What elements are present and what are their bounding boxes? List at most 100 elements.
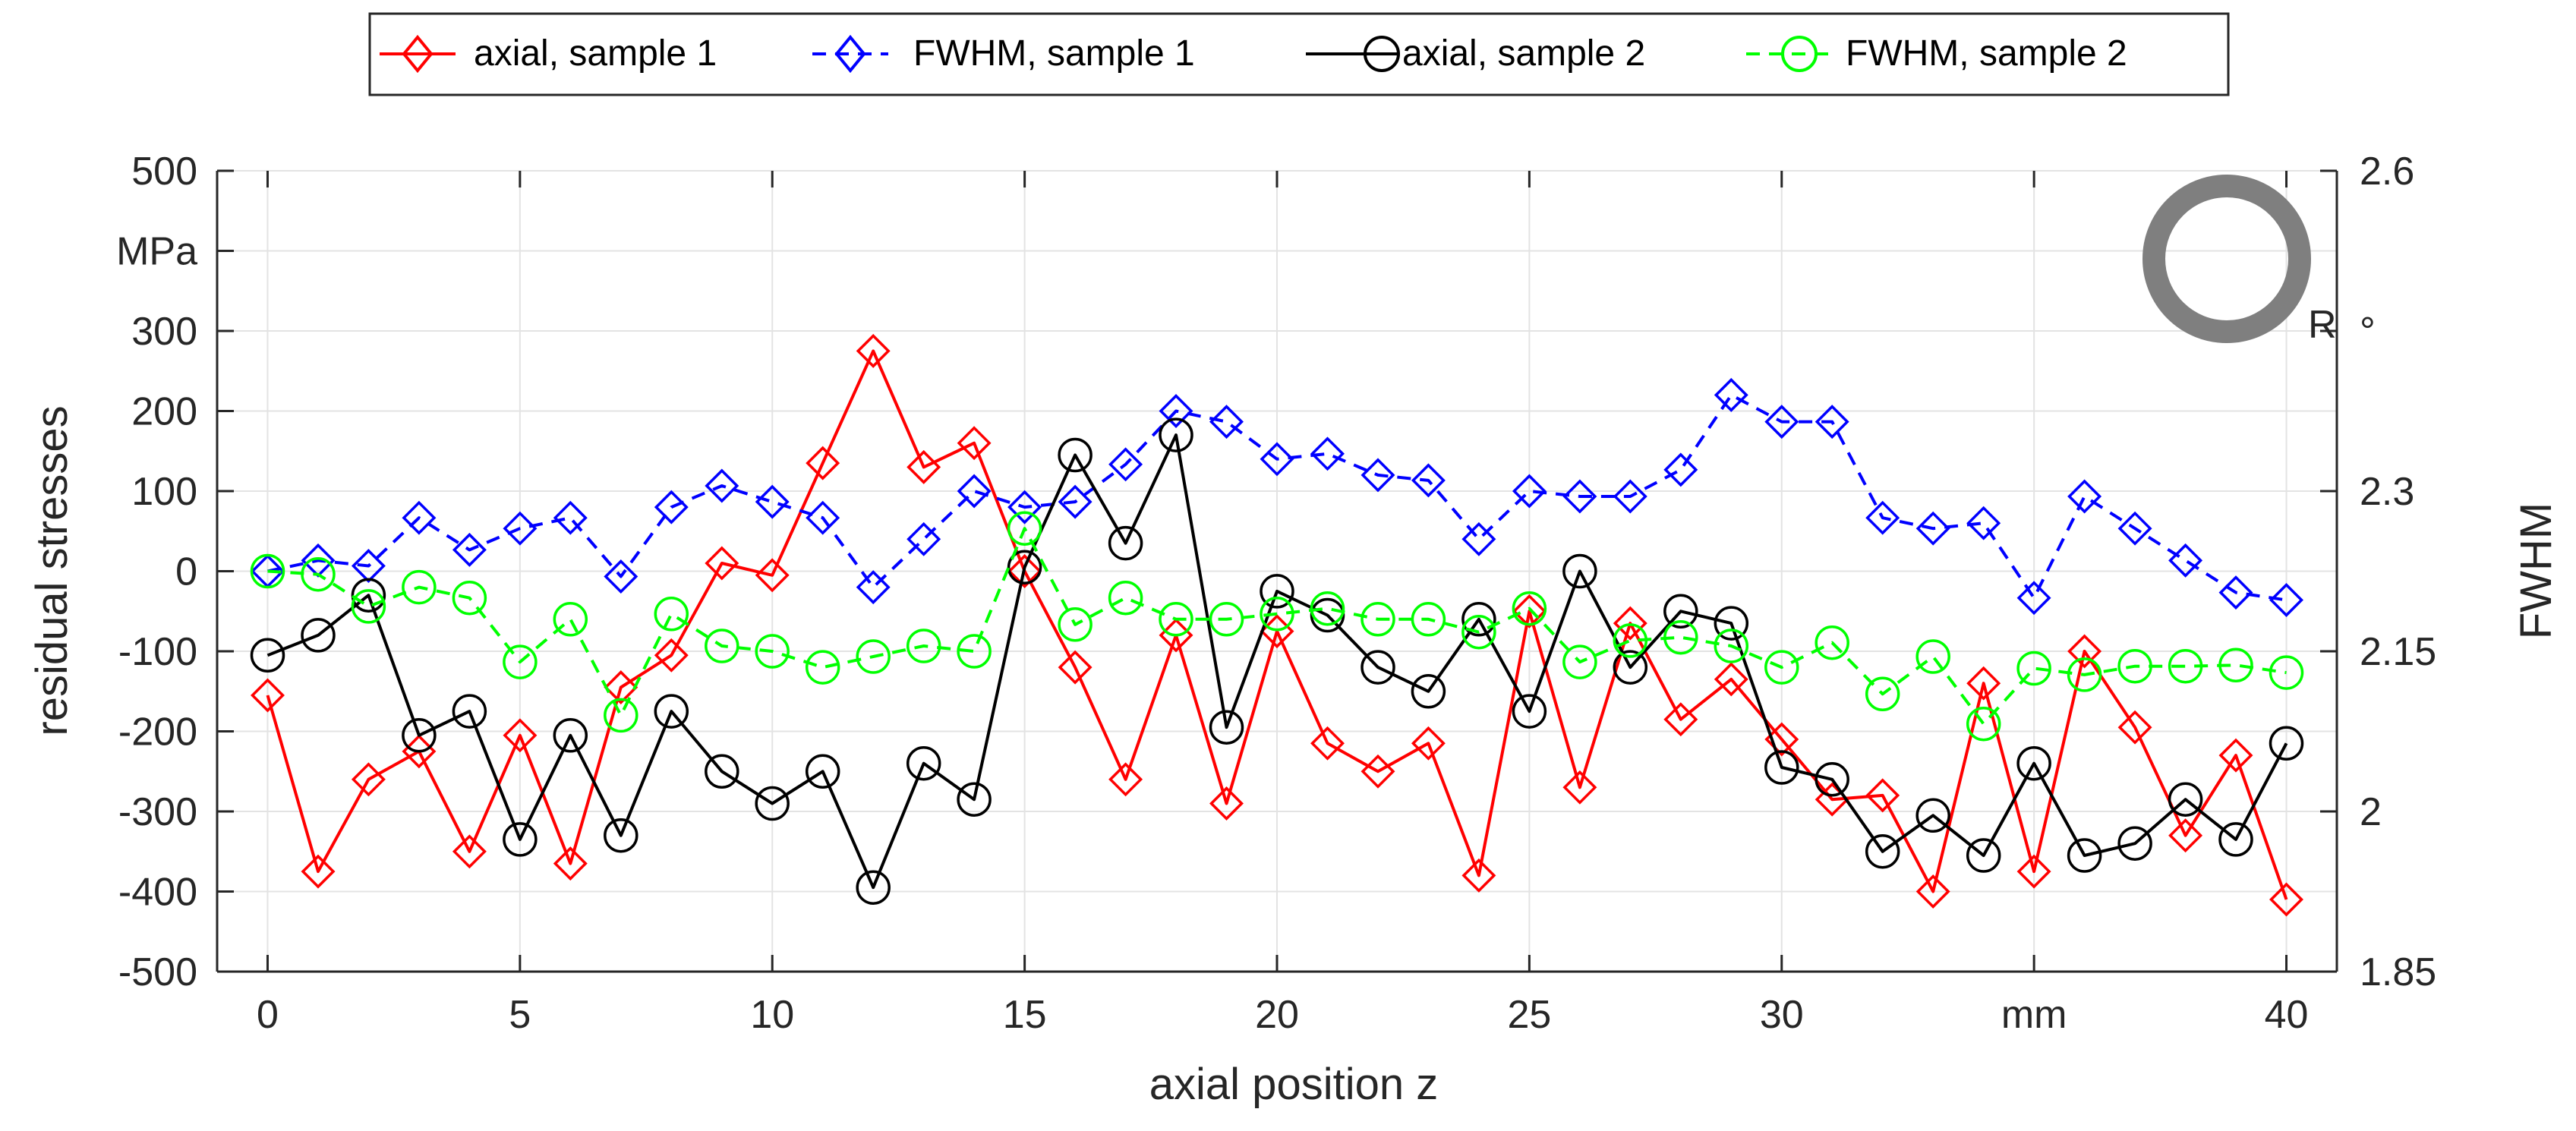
data-point-axial-sample-1 xyxy=(604,670,638,704)
data-point-axial-sample-1 xyxy=(553,846,588,881)
y2-tick-label: 1.85 xyxy=(2360,950,2436,994)
data-point-axial-sample-2 xyxy=(553,718,588,753)
data-point-fwhm-sample-2 xyxy=(1764,650,1799,685)
data-point-fwhm-sample-1 xyxy=(1209,405,1244,439)
data-point-axial-sample-1 xyxy=(2067,634,2102,669)
data-point-axial-sample-2 xyxy=(805,754,840,789)
series-layer xyxy=(250,333,2304,917)
data-point-axial-sample-2 xyxy=(1461,602,1496,637)
data-point-fwhm-sample-2 xyxy=(1411,602,1446,637)
series-line-axial-sample-1 xyxy=(266,349,2288,900)
data-point-axial-sample-1 xyxy=(1007,554,1042,588)
data-point-axial-sample-2 xyxy=(250,638,285,673)
data-point-axial-sample-2 xyxy=(2218,822,2253,857)
data-point-fwhm-sample-2 xyxy=(1865,676,1900,712)
data-point-axial-sample-1 xyxy=(1966,666,2001,701)
data-point-fwhm-sample-2 xyxy=(2269,655,2304,690)
data-point-fwhm-sample-1 xyxy=(806,500,840,535)
legend-marker-fwhm-sample-2 xyxy=(1781,36,1818,72)
series-line-fwhm-sample-2 xyxy=(267,527,2287,726)
data-point-axial-sample-2 xyxy=(452,694,487,729)
y2-axis-title: FWHM xyxy=(2511,502,2561,639)
y-tick-label: 200 xyxy=(131,390,197,434)
data-point-axial-sample-2 xyxy=(1966,838,2001,873)
data-point-axial-sample-2 xyxy=(957,782,992,817)
data-point-fwhm-sample-1 xyxy=(2117,511,2152,546)
data-point-axial-sample-2 xyxy=(2269,726,2304,761)
data-point-fwhm-sample-2 xyxy=(2218,647,2253,683)
data-point-axial-sample-1 xyxy=(1613,606,1647,641)
data-point-fwhm-sample-1 xyxy=(553,500,588,535)
data-point-axial-sample-1 xyxy=(2117,710,2152,745)
data-point-axial-sample-2 xyxy=(755,786,790,821)
data-point-fwhm-sample-2 xyxy=(1663,619,1698,655)
data-point-fwhm-sample-1 xyxy=(957,474,992,509)
data-point-axial-sample-2 xyxy=(1159,417,1193,452)
data-point-axial-sample-2 xyxy=(705,754,739,789)
data-point-axial-sample-1 xyxy=(2016,854,2051,889)
legend-label-fwhm-sample-1: FWHM, sample 1 xyxy=(913,33,1195,74)
data-point-axial-sample-1 xyxy=(957,426,992,461)
x-axis-title: axial position z xyxy=(1149,1060,1438,1109)
data-point-fwhm-sample-1 xyxy=(503,511,538,546)
x-tick-label: 40 xyxy=(2265,993,2309,1037)
data-point-fwhm-sample-2 xyxy=(1966,706,2001,742)
x-tick-label: 0 xyxy=(257,993,279,1037)
data-point-fwhm-sample-1 xyxy=(1714,377,1748,412)
data-point-fwhm-sample-2 xyxy=(452,580,487,616)
data-point-axial-sample-1 xyxy=(503,718,538,753)
data-point-axial-sample-2 xyxy=(2117,826,2152,861)
data-point-fwhm-sample-2 xyxy=(1915,639,1950,674)
data-point-fwhm-sample-2 xyxy=(2067,657,2102,692)
data-point-fwhm-sample-2 xyxy=(1714,629,1749,663)
data-point-axial-sample-1 xyxy=(1512,594,1547,629)
legend-marker-axial-sample-2 xyxy=(1364,36,1400,72)
data-point-fwhm-sample-2 xyxy=(705,629,739,663)
data-point-fwhm-sample-2 xyxy=(604,698,638,733)
data-point-axial-sample-1 xyxy=(1663,702,1698,737)
data-point-axial-sample-1 xyxy=(906,449,941,484)
data-point-axial-sample-2 xyxy=(1815,762,1849,797)
data-point-axial-sample-1 xyxy=(705,546,739,581)
data-point-fwhm-sample-2 xyxy=(654,597,689,632)
y-tick-label: 100 xyxy=(131,470,197,514)
data-point-fwhm-sample-1 xyxy=(755,484,790,519)
data-point-fwhm-sample-2 xyxy=(351,589,386,624)
data-point-fwhm-sample-1 xyxy=(1411,463,1446,498)
data-point-axial-sample-2 xyxy=(301,618,336,653)
legend-marker-fwhm-sample-1 xyxy=(834,34,866,74)
x-tick-label: 10 xyxy=(750,993,794,1037)
data-point-axial-sample-2 xyxy=(1361,650,1395,685)
axes: 0 5 10 15 20 25 30 mm 40 -500 -400 -300 -200 -100 0 100… xyxy=(116,150,2436,1037)
data-point-fwhm-sample-2 xyxy=(2168,648,2203,684)
data-point-axial-sample-2 xyxy=(2067,838,2102,873)
data-point-axial-sample-1 xyxy=(2168,818,2203,853)
data-point-fwhm-sample-1 xyxy=(1764,405,1799,439)
data-point-axial-sample-2 xyxy=(2168,782,2203,817)
data-point-fwhm-sample-1 xyxy=(1613,479,1647,514)
data-point-fwhm-sample-2 xyxy=(1461,614,1496,650)
series-line-fwhm-sample-1 xyxy=(267,393,2287,602)
data-point-axial-sample-2 xyxy=(1411,674,1446,709)
data-point-fwhm-sample-2 xyxy=(2016,651,2051,686)
data-point-fwhm-sample-1 xyxy=(452,532,487,567)
data-point-fwhm-sample-2 xyxy=(2117,648,2152,684)
data-point-axial-sample-2 xyxy=(1714,606,1749,641)
data-point-axial-sample-2 xyxy=(1260,574,1294,609)
data-point-fwhm-sample-1 xyxy=(654,490,689,525)
data-point-axial-sample-2 xyxy=(1310,597,1345,633)
data-point-fwhm-sample-2 xyxy=(957,634,992,669)
data-point-fwhm-sample-1 xyxy=(1966,506,2001,540)
y-tick-label: 0 xyxy=(175,550,197,594)
y-tick-label: 300 xyxy=(131,310,197,354)
data-point-axial-sample-2 xyxy=(402,718,437,753)
data-point-axial-sample-1 xyxy=(2269,882,2303,917)
data-point-fwhm-sample-1 xyxy=(1310,436,1345,471)
data-point-fwhm-sample-1 xyxy=(2016,581,2051,616)
data-point-axial-sample-1 xyxy=(654,638,689,673)
data-point-axial-sample-1 xyxy=(251,678,285,713)
data-point-fwhm-sample-2 xyxy=(1562,644,1597,679)
data-point-axial-sample-1 xyxy=(351,762,386,797)
y-tick-label: -200 xyxy=(118,710,197,755)
y-tick-label: -400 xyxy=(118,871,197,915)
